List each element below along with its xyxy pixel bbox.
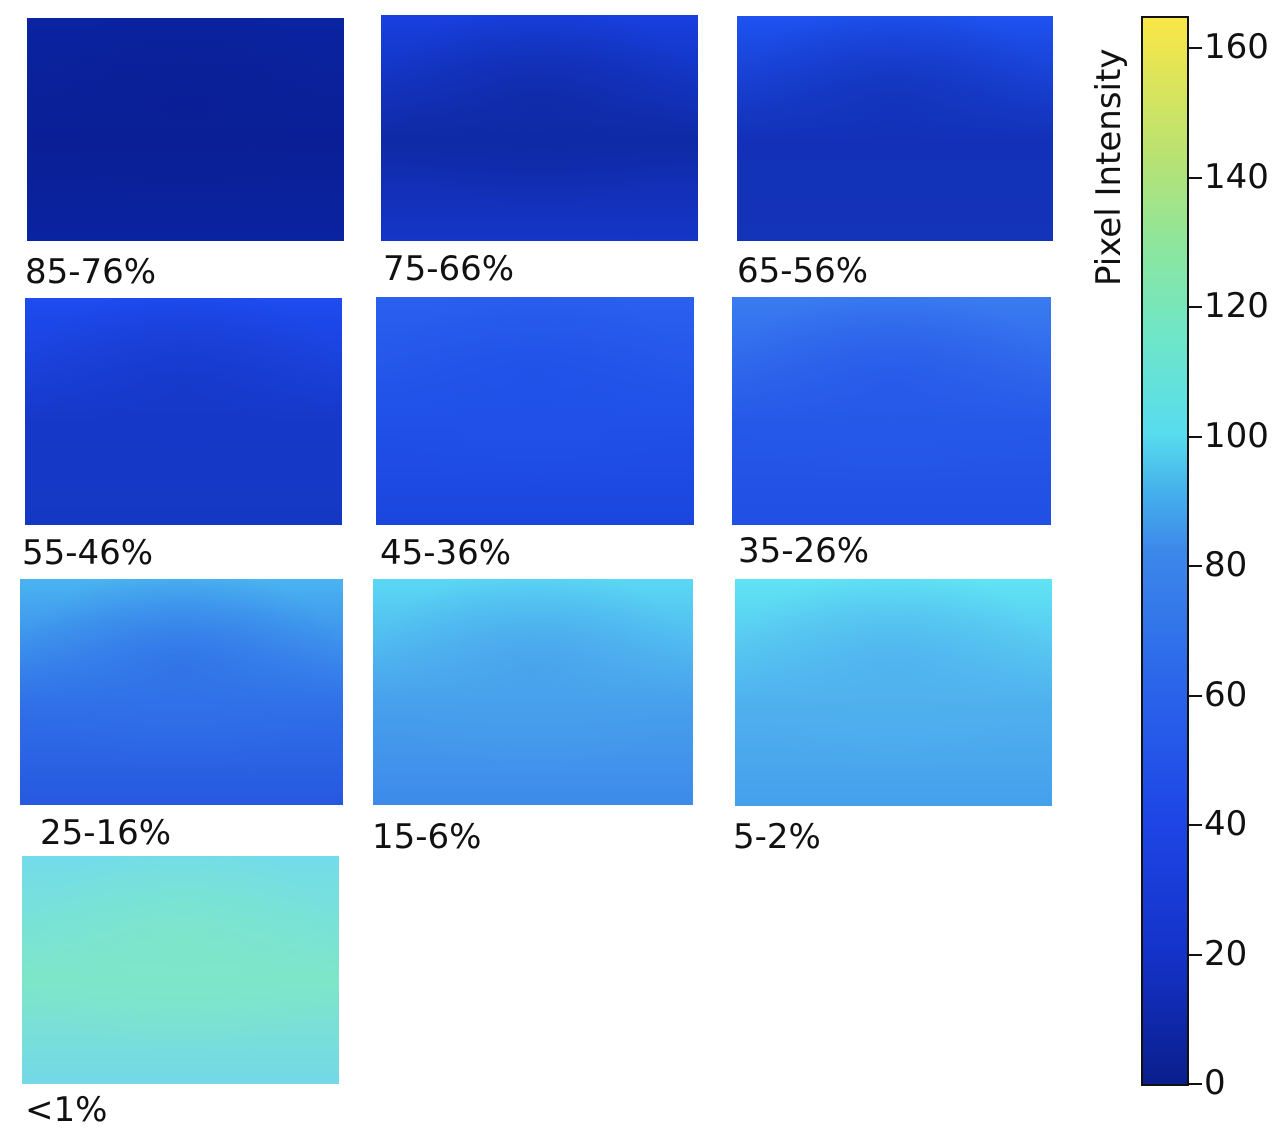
panel-label-15-6: 15-6% [372, 817, 482, 857]
panel-label-55-46: 55-46% [22, 533, 154, 573]
image-panel-5-2 [735, 579, 1052, 806]
panel-label-45-36: 45-36% [380, 533, 512, 573]
image-panel-25-16 [20, 579, 343, 805]
image-panel-75-66 [381, 15, 698, 241]
image-panel-65-56 [737, 16, 1053, 241]
colorbar-tick [1188, 824, 1202, 827]
panel-label-lt1: <1% [25, 1090, 108, 1130]
colorbar-tick [1188, 176, 1202, 179]
panel-label-65-56: 65-56% [737, 251, 869, 291]
colorbar-tick [1188, 1083, 1202, 1085]
panel-label-85-76: 85-76% [25, 252, 157, 292]
image-panel-45-36 [376, 297, 694, 525]
colorbar-tick-label: 140 [1204, 156, 1269, 197]
panel-label-25-16: 25-16% [40, 813, 172, 853]
image-panel-85-76 [27, 18, 344, 241]
colorbar-tick-label: 160 [1204, 27, 1269, 68]
colorbar-tick [1188, 306, 1202, 309]
panel-label-5-2: 5-2% [733, 817, 821, 857]
colorbar-tick [1188, 47, 1202, 50]
image-panel-lt1 [22, 856, 339, 1084]
colorbar-tick [1188, 953, 1202, 956]
panel-label-75-66: 75-66% [383, 249, 515, 289]
colorbar-tick [1188, 694, 1202, 697]
colorbar-tick [1188, 565, 1202, 568]
panel-label-35-26: 35-26% [738, 531, 870, 571]
colorbar-tick-label: 40 [1204, 804, 1248, 845]
colorbar-tick-label: 0 [1204, 1063, 1226, 1103]
image-panel-35-26 [732, 297, 1051, 525]
colorbar-title: Pixel Intensity [1089, 48, 1129, 286]
colorbar-tick-label: 80 [1204, 545, 1248, 586]
image-panel-15-6 [373, 579, 693, 805]
image-panel-55-46 [25, 298, 342, 525]
colorbar-tick-label: 60 [1204, 674, 1248, 715]
colorbar-tick-label: 20 [1204, 933, 1248, 974]
colorbar [1141, 16, 1189, 1086]
colorbar-tick-label: 100 [1204, 415, 1269, 456]
colorbar-tick-label: 120 [1204, 286, 1269, 327]
colorbar-tick [1188, 435, 1202, 438]
